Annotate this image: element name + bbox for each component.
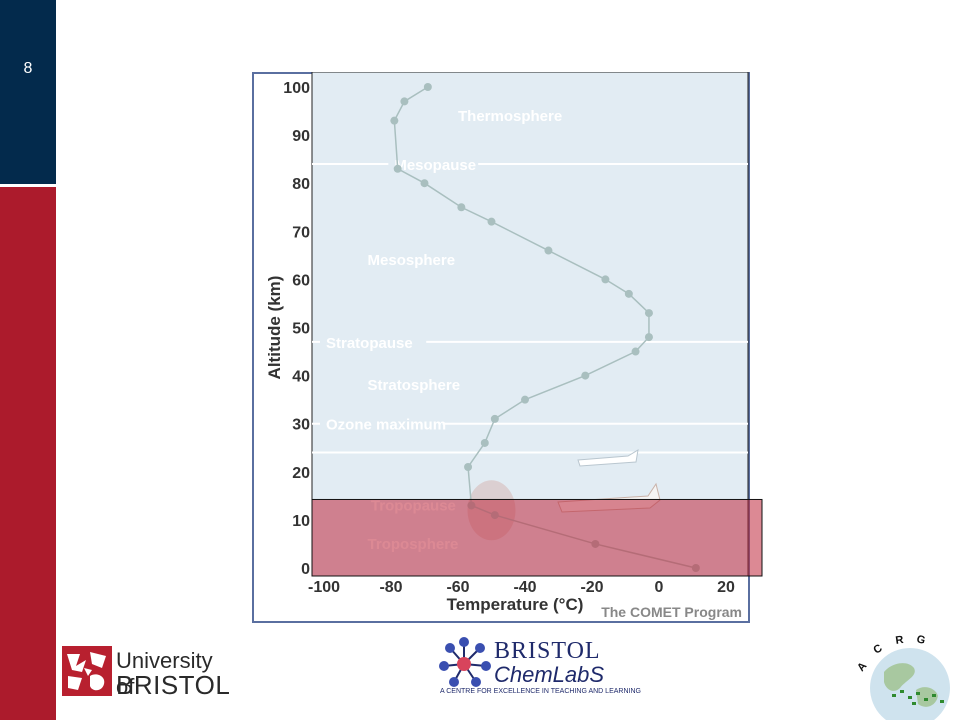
y-tick-label: 50 [292, 321, 310, 338]
data-point [581, 371, 590, 380]
boundary-label-bg [388, 154, 479, 173]
boundary-label: Ozone maximum [326, 417, 446, 434]
data-point [420, 179, 429, 188]
boundary-label-bg [320, 414, 443, 433]
x-tick-label: -80 [379, 579, 402, 596]
data-point [544, 246, 553, 255]
data-point [464, 462, 473, 471]
temperature-profile-line [393, 86, 697, 569]
y-tick-label: 40 [292, 369, 310, 386]
university-of-bristol-logo: University of BRISTOL [62, 646, 237, 700]
chart-credit: The COMET Program [601, 604, 742, 620]
boundary-label: Mesopause [394, 157, 476, 174]
x-axis-title: Temperature (°C) [447, 595, 584, 614]
data-point [390, 116, 399, 125]
data-point [644, 333, 653, 342]
svg-text:G: G [915, 633, 926, 647]
sidebar-crimson-band [0, 187, 56, 720]
data-point [480, 438, 489, 447]
x-tick-label: 0 [655, 579, 664, 596]
y-axis-title: Altitude (km) [265, 276, 284, 380]
data-point [624, 289, 633, 298]
x-tick-label: -60 [446, 579, 469, 596]
y-tick-label: 100 [283, 80, 310, 97]
data-point [423, 83, 432, 91]
data-point [457, 203, 466, 212]
data-point [601, 275, 610, 284]
chemlabs-tagline: A CENTRE FOR EXCELLENCE IN TEACHING AND … [440, 688, 641, 695]
globe-icon: A C R G [855, 633, 950, 725]
uob-wordmark-line1: University of [116, 648, 213, 699]
region-label: Stratosphere [368, 377, 461, 394]
x-tick-label: 20 [717, 579, 735, 596]
chemlabs-wordmark-line2: ChemLabS [494, 662, 605, 687]
region-label: Thermosphere [458, 108, 562, 125]
sidebar-navy-band [0, 0, 56, 184]
y-tick-label: 30 [292, 417, 310, 434]
y-tick-label: 10 [292, 513, 310, 530]
fighter-jet-icon [577, 449, 639, 467]
y-tick-label: 90 [292, 128, 310, 145]
plot-area [311, 72, 749, 577]
y-tick-label: 0 [301, 561, 310, 578]
chemlabs-wordmark-line1: BRISTOL [494, 638, 601, 664]
data-point [521, 395, 529, 404]
atmosphere-temperature-chart: Mesopause Stratopause Ozone maximum Thermos… [252, 72, 763, 623]
svg-text:R: R [895, 634, 905, 647]
x-tick-label: -100 [308, 579, 340, 596]
troposphere-highlight [311, 498, 763, 577]
bristol-crest-icon [62, 646, 112, 696]
x-tick-label: -40 [513, 579, 536, 596]
molecule-icon [439, 637, 491, 687]
data-point [631, 347, 640, 356]
y-tick-label: 70 [292, 224, 310, 241]
boundary-label: Stratopause [326, 335, 413, 352]
data-point [400, 97, 409, 106]
data-point [490, 414, 499, 423]
data-point [644, 309, 653, 318]
y-tick-label: 60 [292, 272, 310, 289]
svg-text:C: C [872, 642, 885, 656]
uob-wordmark-line2: BRISTOL [116, 670, 231, 700]
bristol-chemlabs-logo: BRISTOL ChemLabS A CENTRE FOR EXCELLENCE… [436, 636, 641, 700]
data-point [393, 164, 402, 173]
slide-number: 8 [23, 60, 33, 77]
data-point [487, 217, 496, 226]
x-tick-label: -20 [580, 579, 603, 596]
sidebar-divider [0, 184, 56, 187]
svg-text:A: A [855, 660, 869, 674]
y-tick-label: 20 [292, 465, 310, 482]
y-tick-label: 80 [292, 176, 310, 193]
acrg-logo: A C R G [852, 632, 956, 725]
region-label: Mesosphere [368, 252, 456, 269]
boundary-label-bg [320, 332, 427, 351]
